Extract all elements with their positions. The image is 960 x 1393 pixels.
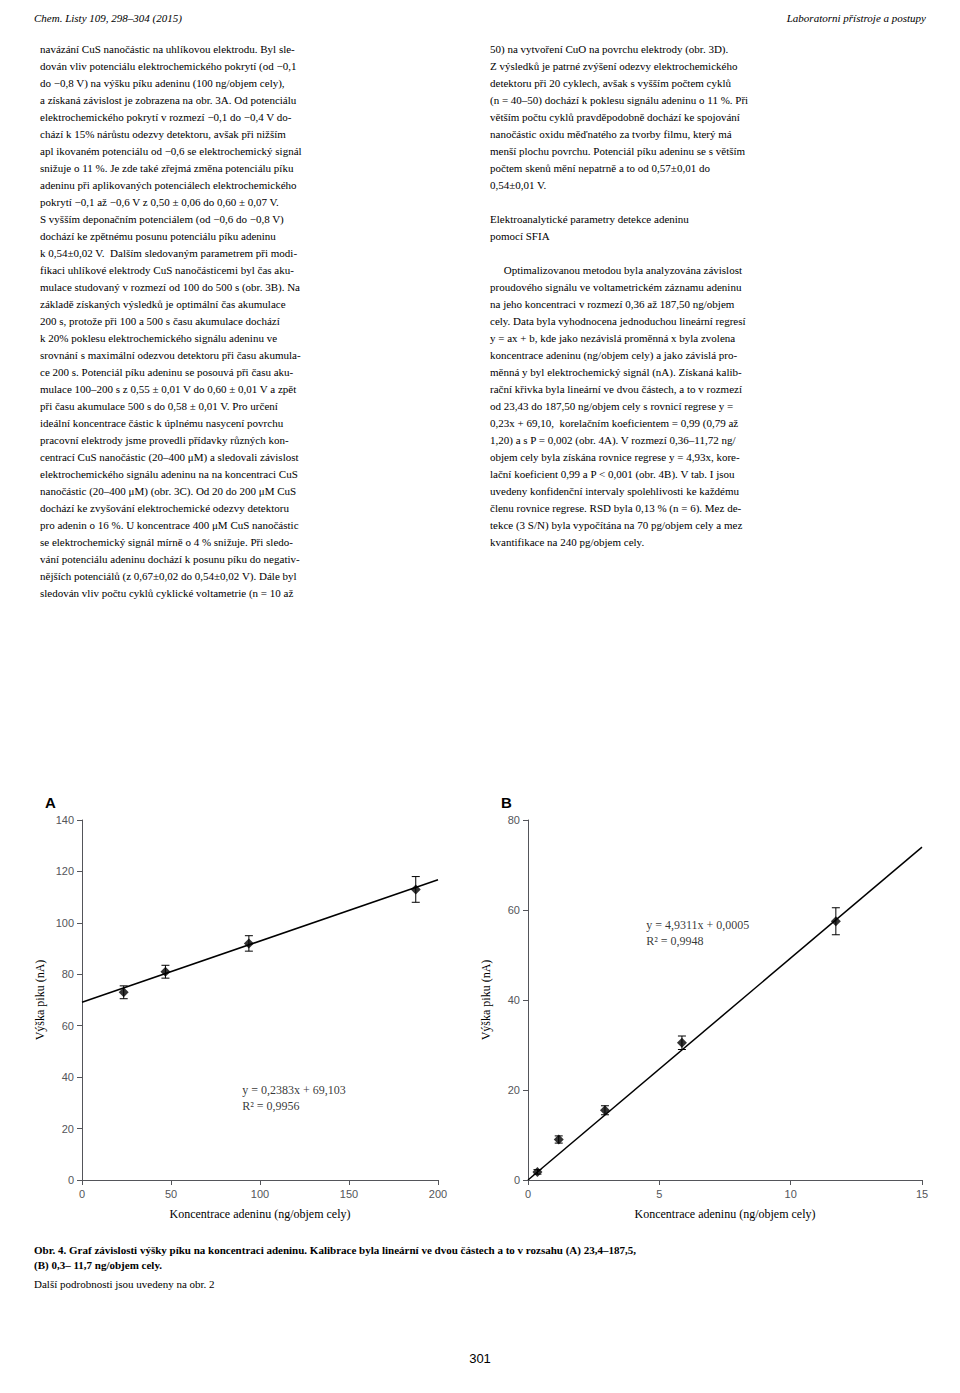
svg-text:centrací CuS nanočástic (20–40: centrací CuS nanočástic (20–400 μM) a sl… <box>40 451 299 464</box>
svg-text:B: B <box>501 794 512 811</box>
svg-text:Laboratorni přístroje a postup: Laboratorni přístroje a postupy <box>786 12 926 24</box>
svg-text:se elektrochemický signál mírn: se elektrochemický signál mírně o 4 % sn… <box>40 536 293 548</box>
svg-text:elektrochemického signálu aden: elektrochemického signálu adeninu na na … <box>40 468 298 480</box>
svg-text:tekce (3 S/N) byla vypočítána: tekce (3 S/N) byla vypočítána na 70 pg/o… <box>490 519 742 532</box>
svg-text:301: 301 <box>469 1351 491 1366</box>
svg-text:mulace studovaný v rozmezí od: mulace studovaný v rozmezí od 100 do 500… <box>40 281 300 294</box>
svg-text:50) na vytvoření CuO na povrch: 50) na vytvoření CuO na povrchu elektrod… <box>490 43 729 56</box>
svg-text:rační křivka byla lineární ve: rační křivka byla lineární ve dvou částe… <box>490 383 742 395</box>
svg-text:koncentrace adeninu (ng/objem: koncentrace adeninu (ng/objem cely) a ja… <box>490 349 737 362</box>
svg-text:0: 0 <box>79 1188 85 1200</box>
svg-text:40: 40 <box>508 994 520 1006</box>
svg-text:pro adenin o 16 %. U koncentra: pro adenin o 16 %. U koncentrace 400 μM … <box>40 519 299 531</box>
svg-text:detektoru při 20 cyklech, avša: detektoru při 20 cyklech, avšak s vyšším… <box>490 77 732 89</box>
svg-text:y = 0,2383x + 69,103: y = 0,2383x + 69,103 <box>242 1083 346 1097</box>
svg-text:80: 80 <box>62 968 74 980</box>
svg-text:od 23,43 do 187,50 ng/objem ce: od 23,43 do 187,50 ng/objem cely s rovni… <box>490 400 733 412</box>
svg-text:50: 50 <box>165 1188 177 1200</box>
svg-text:Koncentrace adeninu (ng/objem: Koncentrace adeninu (ng/objem cely) <box>635 1207 816 1221</box>
svg-text:60: 60 <box>508 904 520 916</box>
svg-text:ideální koncentrace částic k ú: ideální koncentrace částic k úplnému nas… <box>40 417 284 429</box>
svg-text:měnná y byl elektrochemický si: měnná y byl elektrochemický signál (nA).… <box>490 366 742 379</box>
svg-text:20: 20 <box>62 1123 74 1135</box>
svg-text:větším počtu cyklů pravděpodob: větším počtu cyklů pravděpodobně dochází… <box>490 111 740 123</box>
svg-text:80: 80 <box>508 814 520 826</box>
svg-text:pracovní elektrody jsme proved: pracovní elektrody jsme provedli přídavk… <box>40 434 289 446</box>
svg-text:0: 0 <box>514 1174 520 1186</box>
svg-text:dochází ke zpětnému posunu pot: dochází ke zpětnému posunu potenciálu pí… <box>40 230 276 242</box>
svg-text:120: 120 <box>56 865 74 877</box>
svg-text:y = 4,9311x + 0,0005: y = 4,9311x + 0,0005 <box>646 918 749 932</box>
svg-text:při času akumulace 500 s do 0,: při času akumulace 500 s do 0,58 ± 0,01 … <box>40 400 278 412</box>
svg-text:Elektroanalytické parametry de: Elektroanalytické parametry detekce aden… <box>490 213 689 225</box>
svg-text:Obr. 4. Graf závislosti výšky: Obr. 4. Graf závislosti výšky píku na ko… <box>34 1244 636 1257</box>
svg-text:Výška piku (nA): Výška piku (nA) <box>33 960 47 1041</box>
svg-text:Chem. Listy 109, 298–304 (2015: Chem. Listy 109, 298–304 (2015) <box>34 12 182 25</box>
svg-text:5: 5 <box>656 1188 662 1200</box>
svg-text:100: 100 <box>251 1188 269 1200</box>
svg-text:y = ax + b, kde jako nezávislá: y = ax + b, kde jako nezávislá proměnná … <box>490 332 735 344</box>
svg-text:srovnání s maximální odezvou d: srovnání s maximální odezvou detektoru p… <box>40 349 301 361</box>
svg-text:R² = 0,9956: R² = 0,9956 <box>242 1099 299 1113</box>
svg-text:200: 200 <box>429 1188 447 1200</box>
svg-text:nanočástic (20–400 μM) (obr. 3: nanočástic (20–400 μM) (obr. 3C). Od 20 … <box>40 485 296 498</box>
svg-text:na jeho koncentraci v rozmezí: na jeho koncentraci v rozmezí 0,36 až 18… <box>490 298 735 310</box>
svg-text:0: 0 <box>68 1174 74 1186</box>
svg-text:S vyšším deponačním potenciále: S vyšším deponačním potenciálem (od −0,6… <box>40 213 284 226</box>
svg-text:do −0,8 V) na výšku píku adeni: do −0,8 V) na výšku píku adeninu (100 ng… <box>40 77 285 90</box>
svg-text:sledován vliv počtu cyklů cykl: sledován vliv počtu cyklů cyklické volta… <box>40 587 293 600</box>
svg-text:Z výsledků je patrné zvýšení o: Z výsledků je patrné zvýšení odezvy elek… <box>490 60 738 72</box>
svg-text:adeninu při aplikovaných poten: adeninu při aplikovaných potenciálech el… <box>40 179 297 191</box>
svg-text:(B) 0,3– 11,7 ng/objem cely.: (B) 0,3– 11,7 ng/objem cely. <box>34 1259 162 1272</box>
svg-text:proudového signálu ve voltamet: proudového signálu ve voltametrickém záz… <box>490 281 742 293</box>
svg-text:navázání CuS nanočástic na uhl: navázání CuS nanočástic na uhlíkovou ele… <box>40 43 295 55</box>
svg-text:(n = 40–50) dochází k poklesu: (n = 40–50) dochází k poklesu signálu ad… <box>490 94 748 107</box>
svg-text:Koncentrace adeninu (ng/objem: Koncentrace adeninu (ng/objem cely) <box>170 1207 351 1221</box>
svg-text:Další podrobnosti jsou uvedeny: Další podrobnosti jsou uvedeny na obr. 2 <box>34 1278 215 1290</box>
svg-text:R² = 0,9948: R² = 0,9948 <box>646 934 703 948</box>
svg-text:nějších potenciálů (z 0,67±0,0: nějších potenciálů (z 0,67±0,02 do 0,54±… <box>40 570 297 583</box>
svg-text:dochází ke zvyšování elektroch: dochází ke zvyšování elektrochemické ode… <box>40 502 289 514</box>
svg-text:Optimalizovanou metodou byla a: Optimalizovanou metodou byla analyzována… <box>490 264 742 276</box>
svg-text:chází k 15% nárůstu odezvy det: chází k 15% nárůstu odezvy detektoru, av… <box>40 128 286 140</box>
svg-text:ce 200 s. Potenciál píku adeni: ce 200 s. Potenciál píku adeninu se poso… <box>40 366 294 378</box>
svg-text:cely. Data byla vyhodnocena je: cely. Data byla vyhodnocena jednoduchou … <box>490 315 746 327</box>
svg-text:a získaná závislost je zobraze: a získaná závislost je zobrazena na obr.… <box>40 94 297 106</box>
svg-text:objem cely byla získána rovnic: objem cely byla získána rovnice regrese … <box>490 451 740 463</box>
svg-text:členu rovnice regrese. RSD byl: členu rovnice regrese. RSD byla 0,13 % (… <box>490 502 742 515</box>
svg-text:0,23x + 69,10, korelačním koe: 0,23x + 69,10, korelačním koeficientem =… <box>490 417 738 430</box>
svg-text:kvantifikace na 240 pg/objem c: kvantifikace na 240 pg/objem cely. <box>490 536 644 548</box>
svg-text:k 20% poklesu elektrochemickéh: k 20% poklesu elektrochemického signálu … <box>40 332 277 344</box>
svg-text:uvedeny konfidenční intervaly: uvedeny konfidenční intervaly spolehlivo… <box>490 485 739 497</box>
svg-text:základě získaných výsledků je: základě získaných výsledků je optimální … <box>40 298 286 310</box>
svg-text:k 0,54±0,02 V. Dalším sledova: k 0,54±0,02 V. Dalším sledovaným paramet… <box>40 247 297 259</box>
svg-text:lační koeficient 0,99 a P < 0,: lační koeficient 0,99 a P < 0,001 (obr. … <box>490 468 735 481</box>
svg-text:10: 10 <box>785 1188 797 1200</box>
svg-text:Výška piku (nA): Výška piku (nA) <box>479 960 493 1041</box>
svg-text:0,54±0,01 V.: 0,54±0,01 V. <box>490 179 547 191</box>
svg-text:pomocí SFIA: pomocí SFIA <box>490 230 550 242</box>
svg-text:0: 0 <box>525 1188 531 1200</box>
svg-text:mulace 100–200 s z 0,55 ± 0,01: mulace 100–200 s z 0,55 ± 0,01 V do 0,60… <box>40 383 296 395</box>
svg-text:počtem skenů mění nepatrně a t: počtem skenů mění nepatrně a to od 0,57±… <box>490 162 710 174</box>
svg-text:20: 20 <box>508 1084 520 1096</box>
svg-text:A: A <box>45 794 56 811</box>
svg-text:dován vliv potenciálu elektroc: dován vliv potenciálu elektrochemického … <box>40 60 296 73</box>
svg-text:elektrochemického pokrytí v ro: elektrochemického pokrytí v rozmezí −0,1… <box>40 111 292 123</box>
svg-text:nanočástic oxidu měďnatého za: nanočástic oxidu měďnatého za tvorby fil… <box>490 128 732 140</box>
svg-text:15: 15 <box>916 1188 928 1200</box>
svg-text:60: 60 <box>62 1020 74 1032</box>
svg-text:100: 100 <box>56 917 74 929</box>
svg-text:pokrytí −0,1 až −0,6 V z 0,50: pokrytí −0,1 až −0,6 V z 0,50 ± 0,06 do … <box>40 196 279 208</box>
svg-text:fikaci uhlíkové elektrody CuS: fikaci uhlíkové elektrody CuS nanočástic… <box>40 264 294 276</box>
svg-text:vání potenciálu adeninu docház: vání potenciálu adeninu dochází k posunu… <box>40 553 300 565</box>
svg-text:40: 40 <box>62 1071 74 1083</box>
svg-text:200 s, protože při 100 a 500 s: 200 s, protože při 100 a 500 s času akum… <box>40 315 280 327</box>
svg-text:150: 150 <box>340 1188 358 1200</box>
svg-text:menší plochu povrchu. Potenciá: menší plochu povrchu. Potenciál píku ade… <box>490 145 746 157</box>
svg-text:1,20) a s P = 0,002 (obr. 4A).: 1,20) a s P = 0,002 (obr. 4A). V rozmezí… <box>490 434 736 447</box>
svg-text:snižuje o 11 %. Je zde také zř: snižuje o 11 %. Je zde také zřejmá změna… <box>40 162 294 174</box>
svg-text:140: 140 <box>56 814 74 826</box>
svg-text:apl ikovaném potenciálu od −0,: apl ikovaném potenciálu od −0,6 se elekt… <box>40 145 302 157</box>
